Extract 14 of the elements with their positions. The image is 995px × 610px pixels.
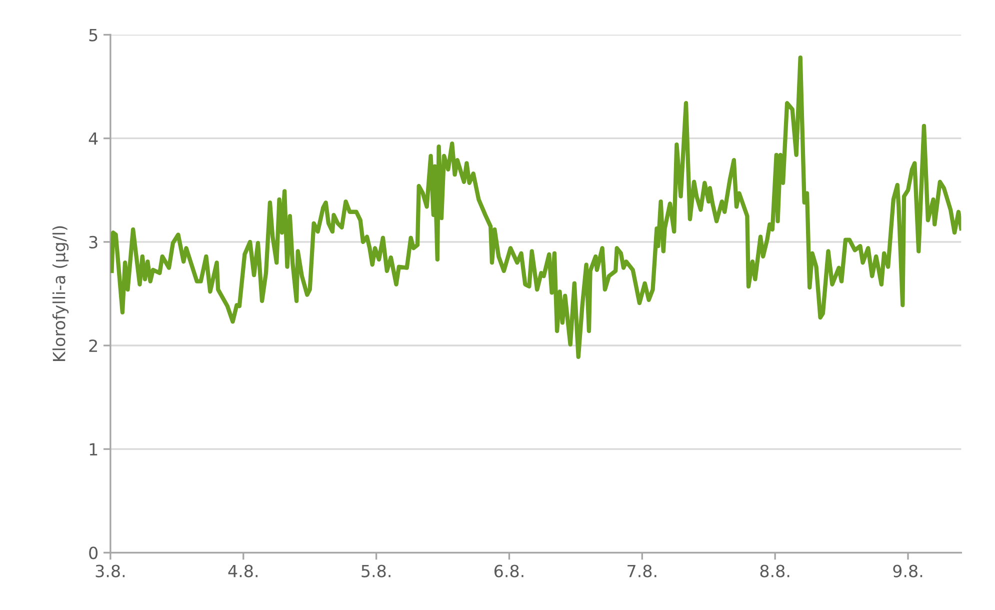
y-tick-label: 1 [90, 443, 98, 456]
x-tick-label: 6.8. [494, 564, 524, 578]
y-tick-label: 4 [88, 132, 98, 145]
x-tick-label: 8.8. [760, 564, 790, 578]
y-tick-label: 5 [89, 28, 98, 42]
x-tick-label: 4.8. [228, 564, 258, 578]
y-tick-label: 3 [89, 236, 98, 248]
x-tick-label: 7.8. [628, 564, 656, 578]
y-axis-title: Klorofylli-a (µg/l) [52, 226, 69, 361]
y-tick-label: 2 [89, 339, 97, 352]
x-tick-label: 3.8. [96, 564, 125, 578]
x-tick-label: 5.8. [362, 564, 390, 578]
x-tick-label: 9.8. [893, 564, 922, 578]
y-tick-label: 0 [89, 546, 98, 560]
